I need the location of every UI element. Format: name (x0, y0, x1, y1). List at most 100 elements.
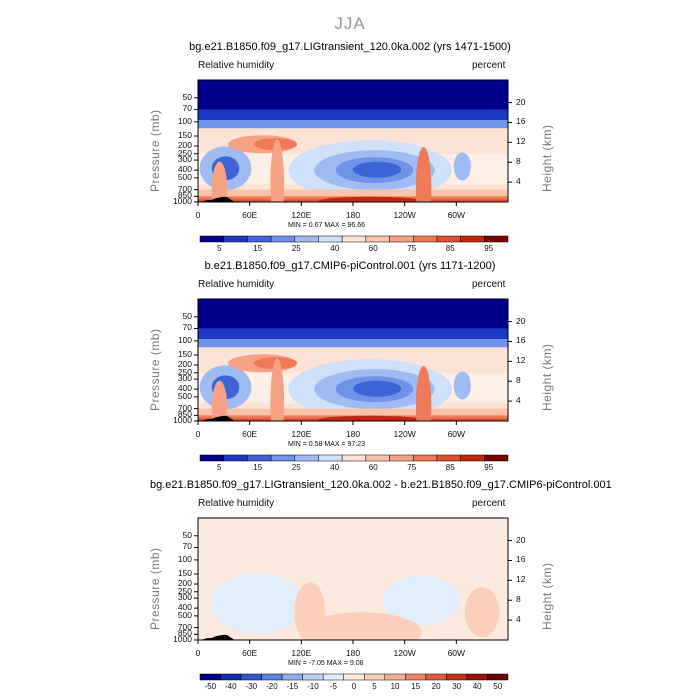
y2-tick-label: 8 (516, 594, 521, 605)
field-dry-core (353, 380, 402, 397)
field-pos-lower (301, 612, 422, 640)
field-label: Relative humidity (198, 498, 275, 509)
x-tick-label: 60E (242, 429, 258, 439)
y-tick-label: 400 (177, 164, 192, 175)
field-moist-column (415, 147, 432, 202)
colorbar-label: -5 (329, 682, 338, 691)
field-strat-3 (198, 339, 508, 348)
colorbar-label: 5 (217, 244, 222, 253)
colorbar-label: 25 (291, 244, 301, 253)
colorbar-label: 85 (445, 463, 455, 472)
colorbar-swatch (487, 673, 509, 681)
y-tick-label: 70 (182, 103, 192, 114)
y-tick-label: 300 (177, 373, 192, 384)
topography-africa (201, 415, 236, 421)
field (198, 518, 508, 640)
colorbar-label: -30 (245, 682, 258, 691)
y-tick-label: 150 (177, 567, 192, 578)
colorbar-label: 15 (253, 244, 263, 253)
colorbar-swatch (220, 673, 242, 681)
x-tick-label: 60E (242, 210, 258, 220)
min-max-stats: MIN = 0.67 MAX = 96.66 (288, 222, 366, 229)
x-tick-label: 180 (345, 210, 361, 220)
field (198, 299, 508, 421)
colorbar-label: 25 (291, 463, 301, 472)
colorbar-label: 30 (452, 682, 462, 691)
y-tick-label: 100 (177, 115, 192, 126)
colorbar-label: -50 (204, 682, 217, 691)
colorbar-label: 75 (407, 463, 417, 472)
y-tick-label: 150 (177, 348, 192, 359)
colorbar-label: 85 (445, 244, 455, 253)
colorbar-swatch (199, 673, 221, 681)
colorbar-label: 60 (368, 463, 378, 472)
y-tick-label: 500 (177, 390, 192, 401)
x-tick-label: 60W (447, 210, 466, 220)
x-tick-label: 120E (291, 210, 312, 220)
field-label: Relative humidity (198, 60, 275, 71)
panel-title: bg.e21.B1850.f09_g17.LIGtransient_120.0k… (189, 41, 511, 53)
y-tick-label: 50 (182, 310, 192, 321)
y2-tick-label: 12 (516, 355, 526, 366)
topography-africa (201, 196, 236, 202)
y-tick-label: 400 (177, 602, 192, 613)
y-tick-label: 50 (182, 529, 192, 540)
colorbar-label: 20 (431, 682, 441, 691)
colorbar-label: 95 (484, 463, 494, 472)
colorbar-swatch (446, 673, 468, 681)
colorbar-label: 95 (484, 244, 494, 253)
colorbar-label: -40 (225, 682, 237, 691)
y-tick-label: 850 (177, 190, 192, 201)
field-strat-2 (198, 328, 508, 340)
y-tick-label: 200 (177, 359, 192, 369)
units-label: percent (472, 279, 506, 290)
x-tick-label: 120E (291, 648, 312, 658)
page-title: JJA (334, 14, 366, 33)
colorbar-label: 60 (368, 244, 378, 253)
field-pos-region-2 (464, 587, 500, 638)
topography-africa (201, 634, 236, 640)
x-tick-label: 0 (195, 648, 201, 658)
colorbar-swatch (484, 454, 509, 462)
y-tick-label: 250 (177, 366, 192, 377)
y2-tick-label: 4 (516, 614, 521, 625)
field-label: Relative humidity (198, 279, 275, 290)
field-strat-2 (198, 109, 508, 121)
colorbar-swatch (281, 673, 303, 681)
y-axis-title: Pressure (mb) (148, 547, 162, 630)
y-tick-label: 700 (177, 621, 192, 632)
field-moist-column-indo (270, 139, 285, 202)
field-neg-region (210, 573, 306, 634)
units-label: percent (472, 498, 506, 509)
field-strat-3 (198, 120, 508, 129)
colorbar-label: 50 (493, 682, 503, 691)
x-tick-label: 120W (393, 429, 416, 439)
y-tick-label: 700 (177, 183, 192, 194)
colorbar-swatch (261, 673, 283, 681)
x-tick-label: 120E (291, 429, 312, 439)
y2-tick-label: 8 (516, 156, 521, 167)
colorbar-label: 15 (411, 682, 421, 691)
y2-tick-label: 20 (516, 534, 526, 545)
field-moist-column-indo (270, 358, 285, 421)
x-tick-label: 180 (345, 648, 361, 658)
colorbar-label: 75 (407, 244, 417, 253)
colorbar-label: -15 (286, 682, 299, 691)
y2-tick-label: 12 (516, 574, 526, 585)
x-tick-label: 0 (195, 429, 201, 439)
y-tick-label: 850 (177, 409, 192, 420)
colorbar-label: 0 (351, 682, 357, 691)
x-tick-label: 0 (195, 210, 201, 220)
y-tick-label: 850 (177, 628, 192, 639)
y2-tick-label: 16 (516, 335, 526, 346)
y-tick-label: 300 (177, 592, 192, 603)
colorbar-swatch (364, 673, 386, 681)
y2-tick-label: 16 (516, 116, 526, 127)
y-tick-label: 250 (177, 585, 192, 596)
y-tick-label: 70 (182, 322, 192, 333)
colorbar-label: 15 (253, 463, 263, 472)
field-surface-max (318, 415, 422, 421)
field-moist-column-africa (211, 380, 228, 421)
